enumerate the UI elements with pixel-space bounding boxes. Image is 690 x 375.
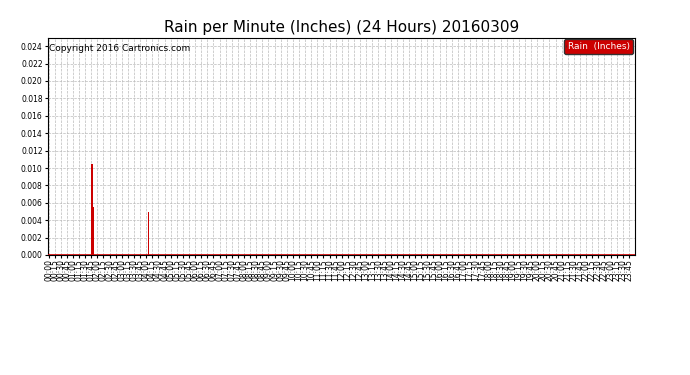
Legend: Rain  (Inches): Rain (Inches): [564, 39, 633, 54]
Title: Rain per Minute (Inches) (24 Hours) 20160309: Rain per Minute (Inches) (24 Hours) 2016…: [164, 20, 519, 35]
Text: Copyright 2016 Cartronics.com: Copyright 2016 Cartronics.com: [50, 44, 190, 53]
